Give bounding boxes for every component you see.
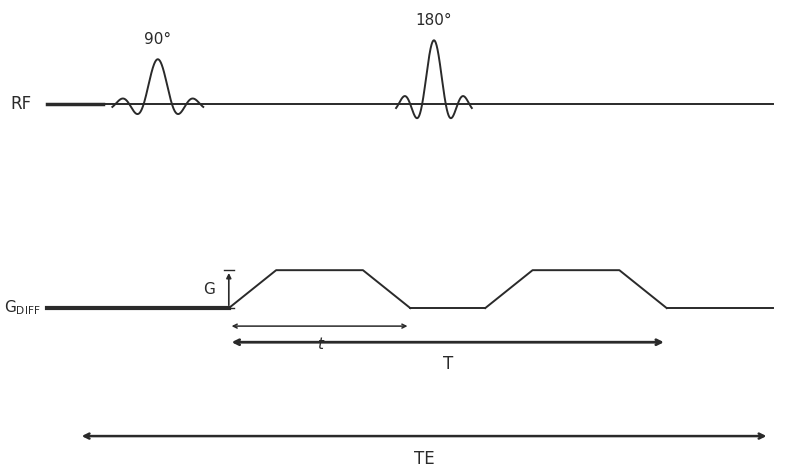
Text: G: G	[203, 282, 215, 297]
Text: t: t	[316, 337, 323, 352]
Text: G$_{\mathrm{DIFF}}$: G$_{\mathrm{DIFF}}$	[4, 299, 41, 318]
Text: T: T	[443, 355, 453, 373]
Text: 90°: 90°	[144, 32, 171, 47]
Text: TE: TE	[413, 450, 435, 468]
Text: RF: RF	[10, 95, 32, 113]
Text: 180°: 180°	[416, 13, 452, 28]
